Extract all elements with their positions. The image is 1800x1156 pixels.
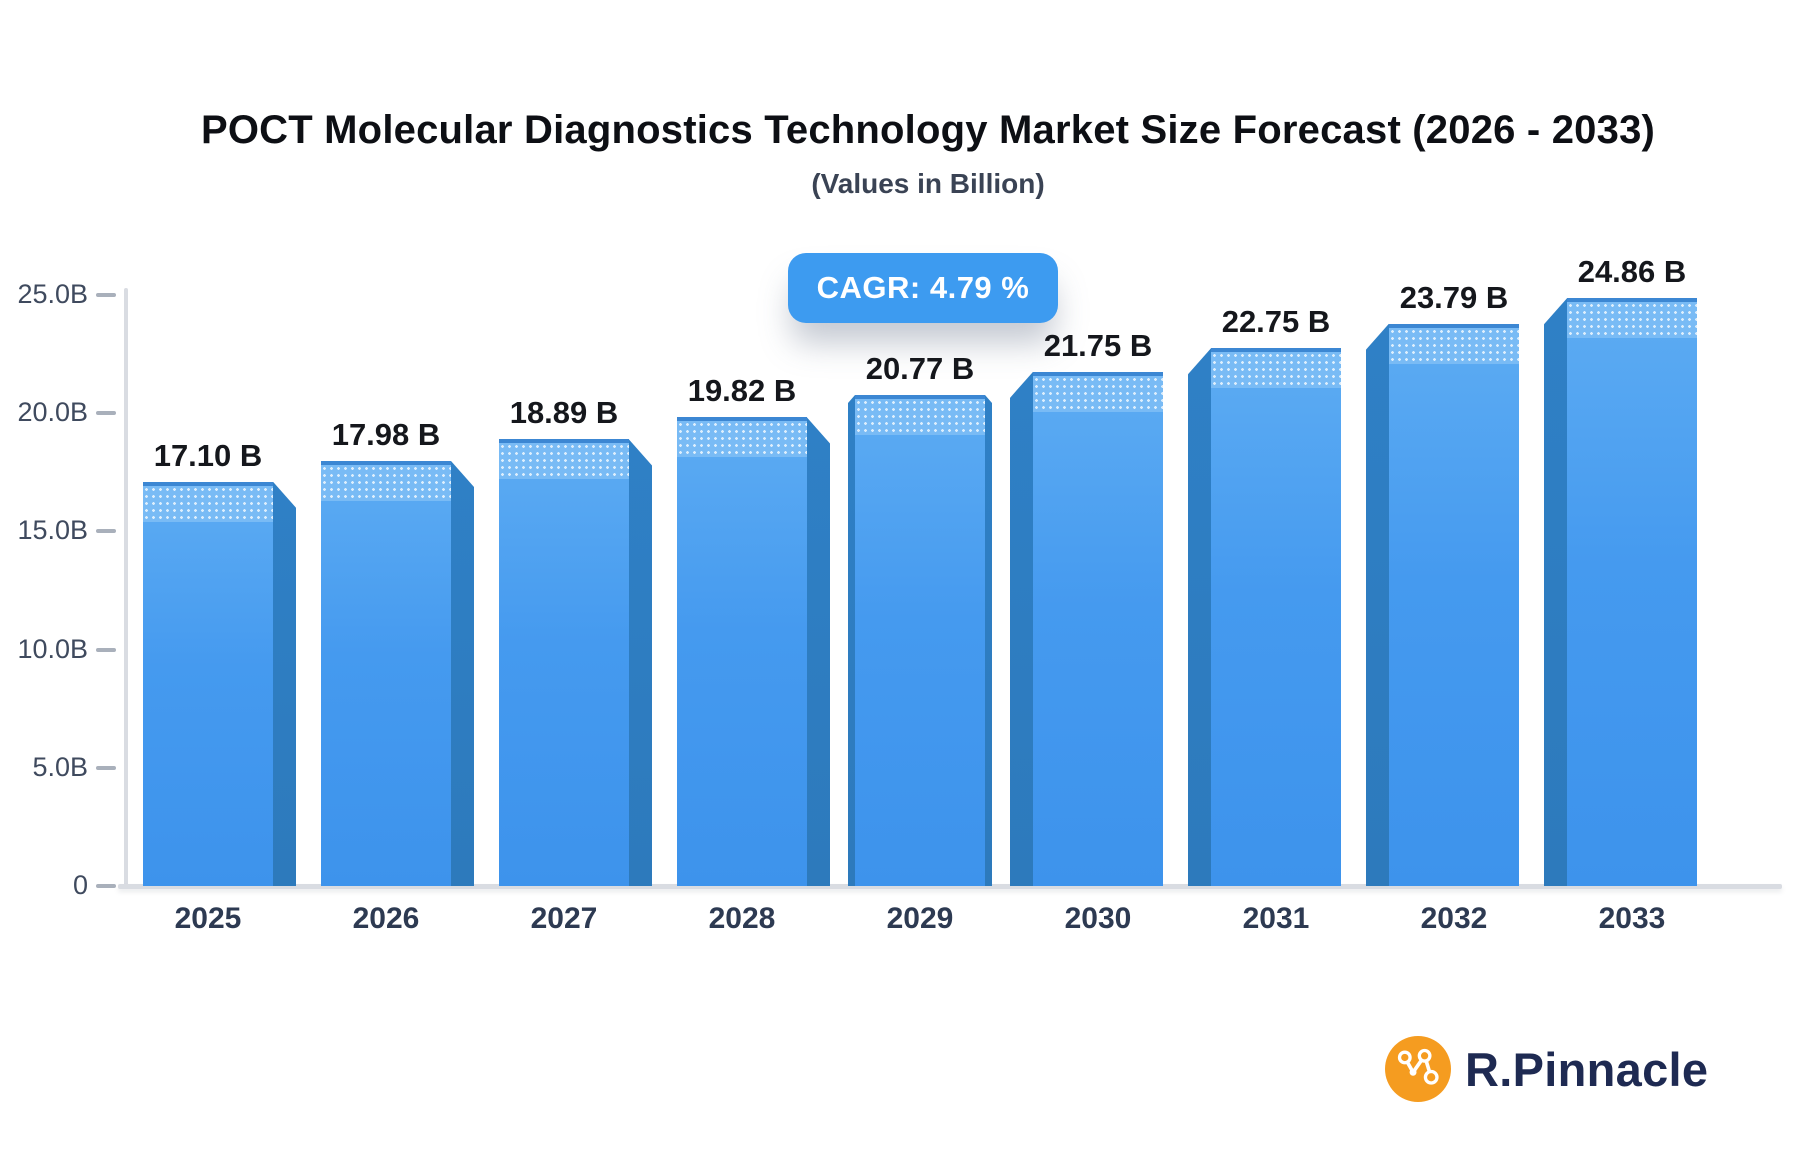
bar-front-face <box>677 417 807 886</box>
x-tick-label-2033: 2033 <box>1598 902 1666 935</box>
cagr-badge-label: CAGR: 4.79 % <box>816 270 1030 305</box>
bar-2031 <box>1188 348 1341 886</box>
y-tick-label-20.0B: 20.0B <box>17 397 88 428</box>
bar-side-face <box>985 394 992 886</box>
bar-2026 <box>321 460 474 886</box>
bar-2025 <box>143 481 296 886</box>
bar-2028 <box>677 417 830 886</box>
molecule-network-icon <box>1385 1036 1451 1102</box>
y-tick-mark <box>96 647 116 652</box>
bar-front-face <box>1033 371 1163 886</box>
bar-2033 <box>1544 298 1697 886</box>
x-tick-label-2029: 2029 <box>886 902 954 935</box>
chart-title: POCT Molecular Diagnostics Technology Ma… <box>200 108 1656 152</box>
y-tick-label-0: 0 <box>72 870 88 900</box>
bar-top-highlight <box>1389 327 1519 364</box>
bar-side-face <box>451 460 474 886</box>
bar-side-face <box>1544 298 1567 886</box>
bar-value-label-2030: 21.75 B <box>1043 327 1153 363</box>
x-tick-label-2031: 2031 <box>1242 902 1310 935</box>
bar-front-face <box>1567 298 1697 886</box>
bar-side-face <box>1366 323 1389 886</box>
bar-value-label-2025: 17.10 B <box>153 437 263 473</box>
bar-front-face <box>855 394 985 886</box>
bar-value-label-2026: 17.98 B <box>331 416 441 452</box>
y-tick-mark <box>96 529 116 534</box>
bar-value-label-2031: 22.75 B <box>1221 304 1331 340</box>
bar-value-label-2028: 19.82 B <box>687 373 797 409</box>
bar-2032 <box>1366 323 1519 886</box>
y-tick-mark <box>96 411 116 416</box>
x-tick-label-2028: 2028 <box>708 902 776 935</box>
bar-value-label-2033: 24.86 B <box>1577 254 1687 290</box>
bar-front-face <box>143 481 273 886</box>
bar-value-label-2032: 23.79 B <box>1399 279 1509 315</box>
x-tick-label-2026: 2026 <box>352 902 420 935</box>
y-tick-label-25.0B: 25.0B <box>17 279 88 309</box>
bar-top-highlight <box>1033 375 1163 412</box>
y-tick-mark <box>96 765 116 770</box>
bar-side-face <box>629 439 652 886</box>
bar-2029 <box>848 394 992 886</box>
bar-front-face <box>321 460 451 886</box>
bar-front-face <box>499 439 629 886</box>
bar-top-highlight <box>1211 352 1341 389</box>
cagr-badge: CAGR: 4.79 % <box>788 253 1058 323</box>
y-tick-label-15.0B: 15.0B <box>17 515 88 546</box>
x-tick-label-2025: 2025 <box>174 902 242 935</box>
bar-side-face <box>1188 348 1211 886</box>
chart-subtitle: (Values in Billion) <box>811 168 1045 199</box>
bar-top-highlight <box>499 443 629 480</box>
y-tick-label-5.0B: 5.0B <box>32 751 88 782</box>
bar-side-face <box>273 481 296 886</box>
x-tick-label-2030: 2030 <box>1064 902 1132 935</box>
bar-value-label-2029: 20.77 B <box>865 350 975 386</box>
y-tick-label-10.0B: 10.0B <box>17 633 88 664</box>
bar-2027 <box>499 439 652 886</box>
bar-2030 <box>1010 371 1163 886</box>
bar-front-face <box>1389 323 1519 886</box>
bar-front-face <box>1211 348 1341 886</box>
x-tick-label-2032: 2032 <box>1420 902 1488 935</box>
x-tick-label-2027: 2027 <box>530 902 598 935</box>
bar-top-highlight <box>1567 302 1697 339</box>
y-axis-line <box>124 288 128 888</box>
bar-top-highlight <box>677 421 807 458</box>
y-tick-mark <box>96 293 116 297</box>
brand-logo: R.Pinnacle <box>1385 1036 1708 1102</box>
bar-side-face <box>1010 371 1033 886</box>
brand-name: R.Pinnacle <box>1465 1042 1709 1096</box>
bar-side-face <box>848 394 855 886</box>
bar-side-face <box>807 417 830 886</box>
bar-top-highlight <box>321 464 451 501</box>
x-axis-line <box>118 884 1782 889</box>
bar-top-highlight <box>855 398 985 435</box>
bar-top-highlight <box>143 485 273 522</box>
bar-value-label-2027: 18.89 B <box>509 395 619 431</box>
y-tick-mark <box>96 884 116 888</box>
